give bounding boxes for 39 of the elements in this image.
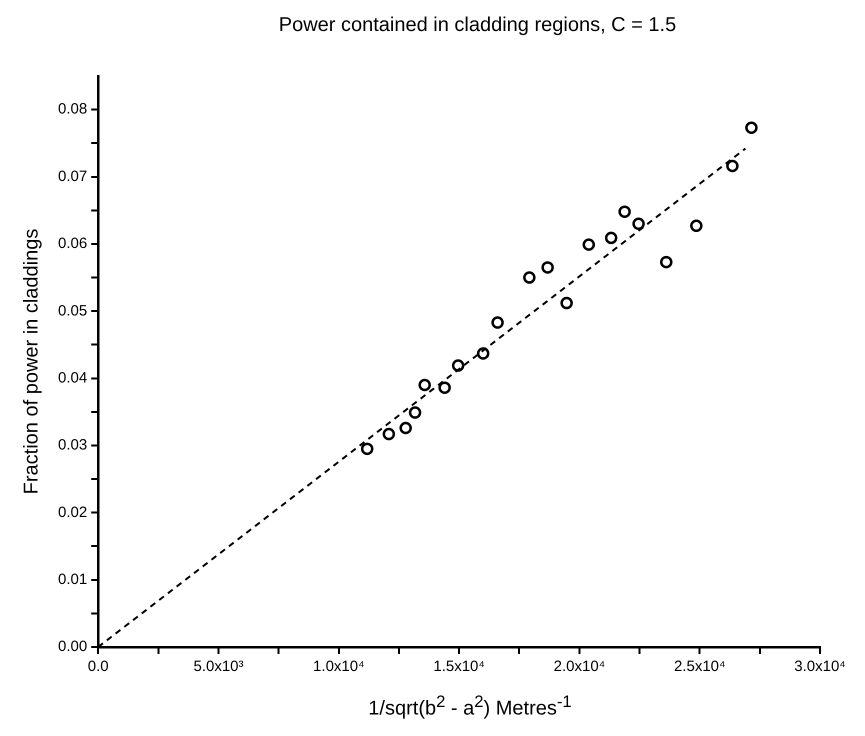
point [399, 422, 412, 434]
point [438, 381, 451, 394]
point [560, 296, 573, 310]
point [726, 160, 739, 172]
x-axis-title: 1/sqrt(b$^{2}$ - a$^{2}$) Metres$^{-1}$ [367, 692, 573, 721]
y-tick-label: 0.00 [58, 638, 88, 656]
y-tick-label: 0.08 [58, 100, 88, 118]
point [604, 232, 618, 244]
y-tick-label: 0.03 [58, 436, 88, 454]
y-tick-label: 0.05 [58, 302, 88, 320]
y-axis-title: Fraction of power in claddings [20, 228, 43, 494]
point [476, 347, 490, 360]
point [360, 442, 374, 456]
x-tick-label: 1.0x10⁴ [313, 658, 365, 676]
y-tick-label: 0.07 [58, 168, 88, 185]
point [452, 359, 464, 372]
point [618, 205, 631, 218]
x-tick-label: 2.5x10⁴ [674, 658, 726, 676]
point [632, 218, 645, 230]
point [582, 238, 596, 251]
x-tick-label: 5.0x10³ [193, 658, 244, 676]
point [690, 220, 703, 232]
point [541, 261, 554, 274]
x-tick-label: 0.0 [88, 658, 109, 676]
point [491, 316, 504, 329]
x-tick-label: 1.5x10⁴ [433, 658, 485, 676]
point [523, 271, 536, 284]
point [408, 406, 422, 419]
y-tick-label: 0.06 [58, 235, 88, 252]
y-tick-label: 0.02 [58, 504, 88, 521]
point [745, 121, 758, 134]
point [660, 256, 673, 268]
point [382, 428, 396, 440]
x-tick-label: 3.0x10⁴ [794, 658, 846, 676]
y-tick-label: 0.01 [58, 570, 88, 588]
x-tick-label: 2.0x10⁴ [554, 658, 606, 676]
point [418, 378, 431, 392]
y-tick-label: 0.04 [58, 369, 88, 386]
chart-title: Power contained in cladding regions, C = 1.5 [278, 14, 678, 37]
